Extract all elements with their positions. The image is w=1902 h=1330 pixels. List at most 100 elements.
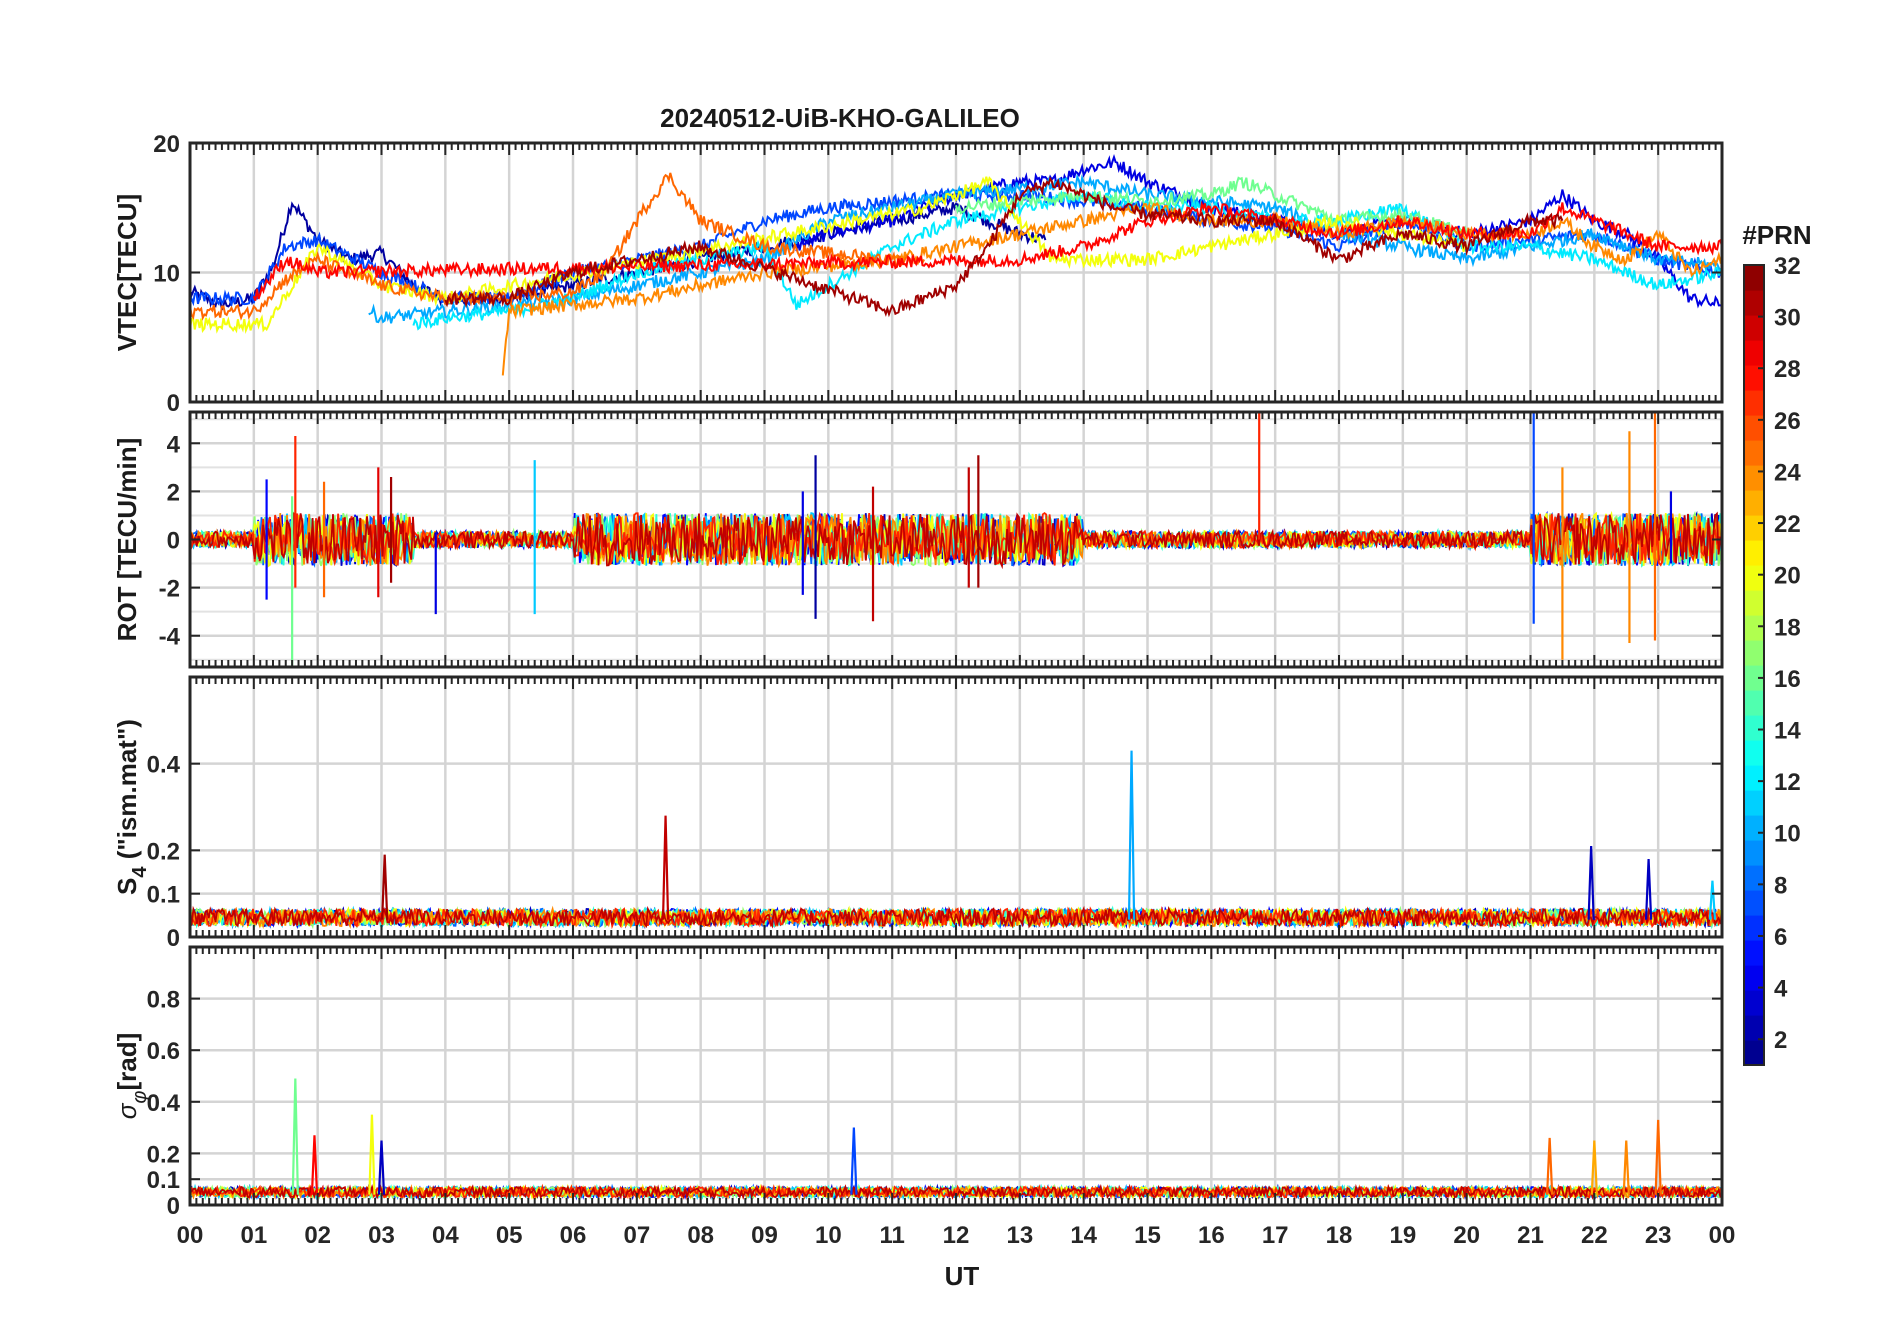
y-tick-label: 0.8 — [147, 987, 180, 1014]
y-tick-label: 0.4 — [147, 1090, 181, 1117]
colorbar-segment — [1744, 1015, 1764, 1041]
colorbar-tick-label: 24 — [1774, 459, 1801, 486]
colorbar-segment — [1744, 915, 1764, 941]
colorbar-segment — [1744, 340, 1764, 366]
colorbar-segment — [1744, 515, 1764, 541]
colorbar-segment — [1744, 365, 1764, 391]
spike — [1587, 845, 1595, 920]
spike — [1654, 1119, 1662, 1195]
y-tick-label: 0.2 — [147, 838, 180, 865]
colorbar-tick-label: 30 — [1774, 305, 1801, 332]
y-tick-label: 0 — [167, 528, 180, 555]
vtec-series-prn-25 — [190, 172, 925, 321]
colorbar-tick-label: 6 — [1774, 924, 1787, 951]
plot-area — [190, 412, 1722, 667]
y-tick-label: 0.6 — [147, 1038, 180, 1065]
x-tick-label: 16 — [1198, 1222, 1225, 1249]
colorbar-tick-label: 22 — [1774, 511, 1801, 538]
spike — [377, 1140, 386, 1195]
spike — [1622, 1140, 1630, 1195]
x-tick-label: 02 — [304, 1222, 331, 1249]
x-tick-label: 14 — [1070, 1222, 1097, 1249]
colorbar-segment — [1744, 840, 1764, 866]
spike — [1708, 880, 1717, 920]
spike — [310, 1135, 319, 1195]
x-tick-label: 12 — [943, 1222, 970, 1249]
x-tick-label: 10 — [815, 1222, 842, 1249]
colorbar-segment — [1744, 715, 1764, 741]
colorbar-tick-label: 16 — [1774, 666, 1801, 693]
colorbar-segment — [1744, 415, 1764, 441]
y-axis-label: S4 ("ism.mat") — [112, 719, 151, 895]
x-tick-label: 19 — [1389, 1222, 1416, 1249]
colorbar-tick-label: 20 — [1774, 563, 1801, 590]
colorbar-segment — [1744, 290, 1764, 316]
x-tick-label: 03 — [368, 1222, 395, 1249]
colorbar-segment — [1744, 665, 1764, 691]
grid-lines — [190, 947, 1722, 1205]
y-tick-label: 10 — [153, 261, 180, 288]
x-tick-label: 01 — [240, 1222, 267, 1249]
colorbar-frame — [1743, 264, 1765, 1066]
rot-panel: -4 -2 0 2 4 ROT [TECU/min] — [112, 410, 1724, 669]
sigma-phi-panel: 00.10.2 0.4 0.6 0.8 σφ[rad] — [112, 945, 1724, 1220]
plot-area — [190, 153, 1722, 376]
colorbar-segment — [1744, 465, 1764, 491]
vtec-series-prn-31 — [444, 176, 1564, 318]
colorbar-tick-label: 4 — [1774, 976, 1788, 1003]
spike — [1127, 750, 1136, 920]
axis-ticks — [189, 677, 1723, 938]
vtec-series-prn-16 — [955, 176, 1468, 238]
s4-panel: 0 0.1 0.2 0.4S4 ("ism.mat") — [112, 675, 1724, 952]
colorbar-segment — [1744, 565, 1764, 591]
x-tick-label: 07 — [623, 1222, 650, 1249]
spike — [1545, 1137, 1554, 1195]
colorbar-segment — [1744, 265, 1764, 291]
y-tick-label: 0 — [167, 1193, 180, 1220]
colorbar-segment — [1744, 965, 1764, 991]
y-axis-label: VTEC[TECU] — [112, 194, 142, 351]
y-tick-label: 0.2 — [147, 1141, 180, 1168]
axis-ticks — [189, 412, 1723, 667]
colorbar-segment — [1744, 540, 1764, 566]
x-tick-label: 05 — [496, 1222, 523, 1249]
colorbar-tick-label: 8 — [1774, 872, 1787, 899]
colorbar-tick-label: 10 — [1774, 821, 1801, 848]
vtec-panel: 0 10 20 VTEC[TECU] — [112, 131, 1724, 417]
plot-area — [190, 750, 1722, 930]
x-tick-label: 23 — [1645, 1222, 1672, 1249]
x-tick-label: 18 — [1326, 1222, 1353, 1249]
x-tick-label: 00 — [1709, 1222, 1736, 1249]
y-tick-label: 0 — [167, 390, 180, 417]
colorbar-label: #PRN — [1742, 220, 1811, 250]
y-tick-label: 0.1 — [147, 1167, 180, 1194]
colorbar-segment — [1744, 315, 1764, 341]
colorbar-segment — [1744, 890, 1764, 916]
x-tick-label: 15 — [1134, 1222, 1161, 1249]
colorbar-tick-label: 2 — [1774, 1027, 1787, 1054]
axis-ticks — [189, 142, 1723, 403]
figure-title: 20240512-UiB-KHO-GALILEO — [660, 103, 1020, 133]
x-tick-label: 09 — [751, 1222, 778, 1249]
colorbar-segment — [1744, 690, 1764, 716]
spike — [661, 815, 670, 920]
colorbar-segment — [1744, 990, 1764, 1016]
y-tick-label: -4 — [159, 624, 181, 651]
spike — [1590, 1140, 1598, 1195]
y-tick-label: 0.1 — [147, 882, 180, 909]
colorbar-segment — [1744, 490, 1764, 516]
x-tick-label: 06 — [560, 1222, 587, 1249]
x-tick-label: 22 — [1581, 1222, 1608, 1249]
vtec-series-prn-12 — [412, 187, 1722, 331]
colorbar-segment — [1744, 390, 1764, 416]
y-axis-label: σφ[rad] — [112, 1033, 151, 1120]
colorbar-tick-label: 12 — [1774, 769, 1801, 796]
colorbar-segment — [1744, 615, 1764, 641]
colorbar-segment — [1744, 815, 1764, 841]
y-tick-label: -2 — [159, 576, 180, 603]
colorbar-segment — [1744, 765, 1764, 791]
spike — [850, 1127, 858, 1195]
colorbar-tick-label: 32 — [1774, 253, 1801, 280]
